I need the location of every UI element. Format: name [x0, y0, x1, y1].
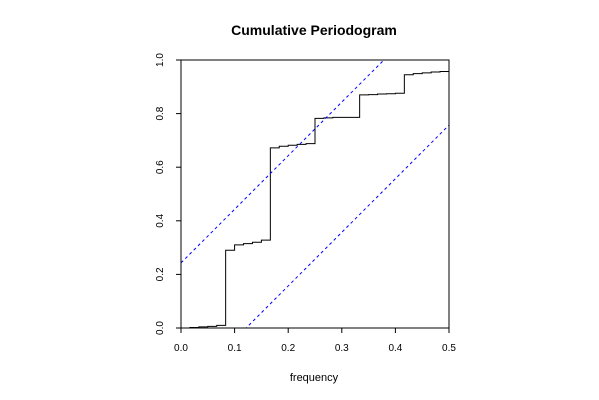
confidence-band-line — [245, 124, 449, 328]
chart-title: Cumulative Periodogram — [231, 22, 397, 38]
y-tick-label: 0.8 — [155, 106, 166, 120]
x-tick-label: 0.5 — [442, 343, 456, 354]
x-tick-label: 0.0 — [174, 343, 188, 354]
x-axis-label: frequency — [290, 372, 339, 384]
plot-frame — [180, 59, 450, 329]
y-tick-label: 1.0 — [155, 53, 166, 67]
plot-series — [181, 60, 449, 328]
y-tick-label: 0.6 — [155, 160, 166, 174]
y-axis: 0.0 0.2 0.4 0.6 0.8 1.0 — [155, 53, 181, 335]
y-tick-label: 0.0 — [155, 321, 166, 335]
x-tick-label: 0.1 — [228, 343, 242, 354]
x-tick-label: 0.2 — [281, 343, 295, 354]
y-tick-label: 0.2 — [155, 267, 166, 281]
y-tick-label: 0.4 — [155, 213, 166, 227]
x-axis: 0.0 0.1 0.2 0.3 0.4 0.5 — [174, 328, 456, 354]
x-tick-label: 0.3 — [335, 343, 349, 354]
x-tick-label: 0.4 — [388, 343, 402, 354]
cumulative-periodogram-line — [181, 70, 449, 328]
